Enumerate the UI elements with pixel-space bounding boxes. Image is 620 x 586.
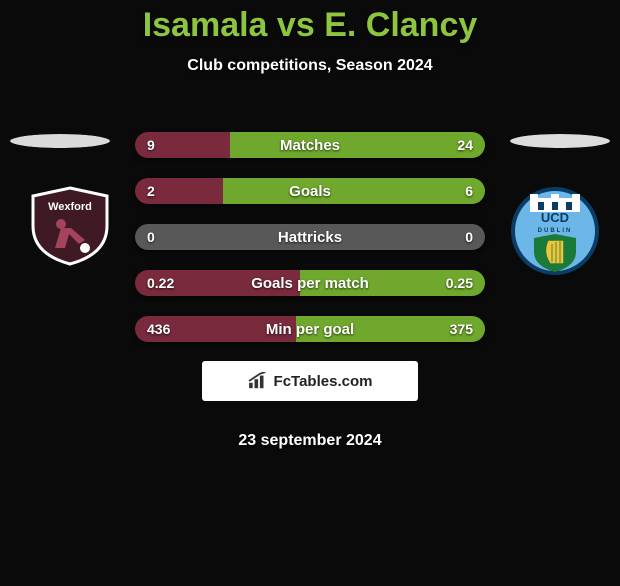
page-title: Isamala vs E. Clancy [0, 6, 620, 45]
bar-min-per-goal: 436375Min per goal [135, 316, 485, 342]
bar-goals-per-match: 0.220.25Goals per match [135, 270, 485, 296]
bar-goals: 26Goals [135, 178, 485, 204]
crest-right-text: UCD [541, 210, 569, 225]
flag-left [10, 134, 110, 148]
bar-label: Hattricks [135, 224, 485, 250]
bar-label: Goals [135, 178, 485, 204]
flag-right [510, 134, 610, 148]
subtitle: Club competitions, Season 2024 [0, 57, 620, 75]
badge-text: FcTables.com [274, 373, 373, 390]
bar-matches: 924Matches [135, 132, 485, 158]
player-a-name: Isamala [143, 6, 268, 44]
bar-label: Matches [135, 132, 485, 158]
bar-label: Goals per match [135, 270, 485, 296]
bar-label: Min per goal [135, 316, 485, 342]
comparison-bars: 924Matches 26Goals 00Hattricks 0.220.25Goal… [135, 132, 485, 362]
bar-hattricks: 00Hattricks [135, 224, 485, 250]
chart-icon [248, 372, 270, 390]
crest-left-text: Wexford [48, 201, 92, 213]
crest-ucd: UCD DUBLIN [510, 186, 600, 276]
date-text: 23 september 2024 [0, 432, 620, 450]
crest-wexford: Wexford [25, 186, 115, 266]
vs-text: vs [277, 6, 315, 44]
fctables-badge[interactable]: FcTables.com [202, 361, 418, 401]
player-b-name: E. Clancy [324, 6, 477, 44]
crest-right-sub: DUBLIN [538, 228, 573, 234]
